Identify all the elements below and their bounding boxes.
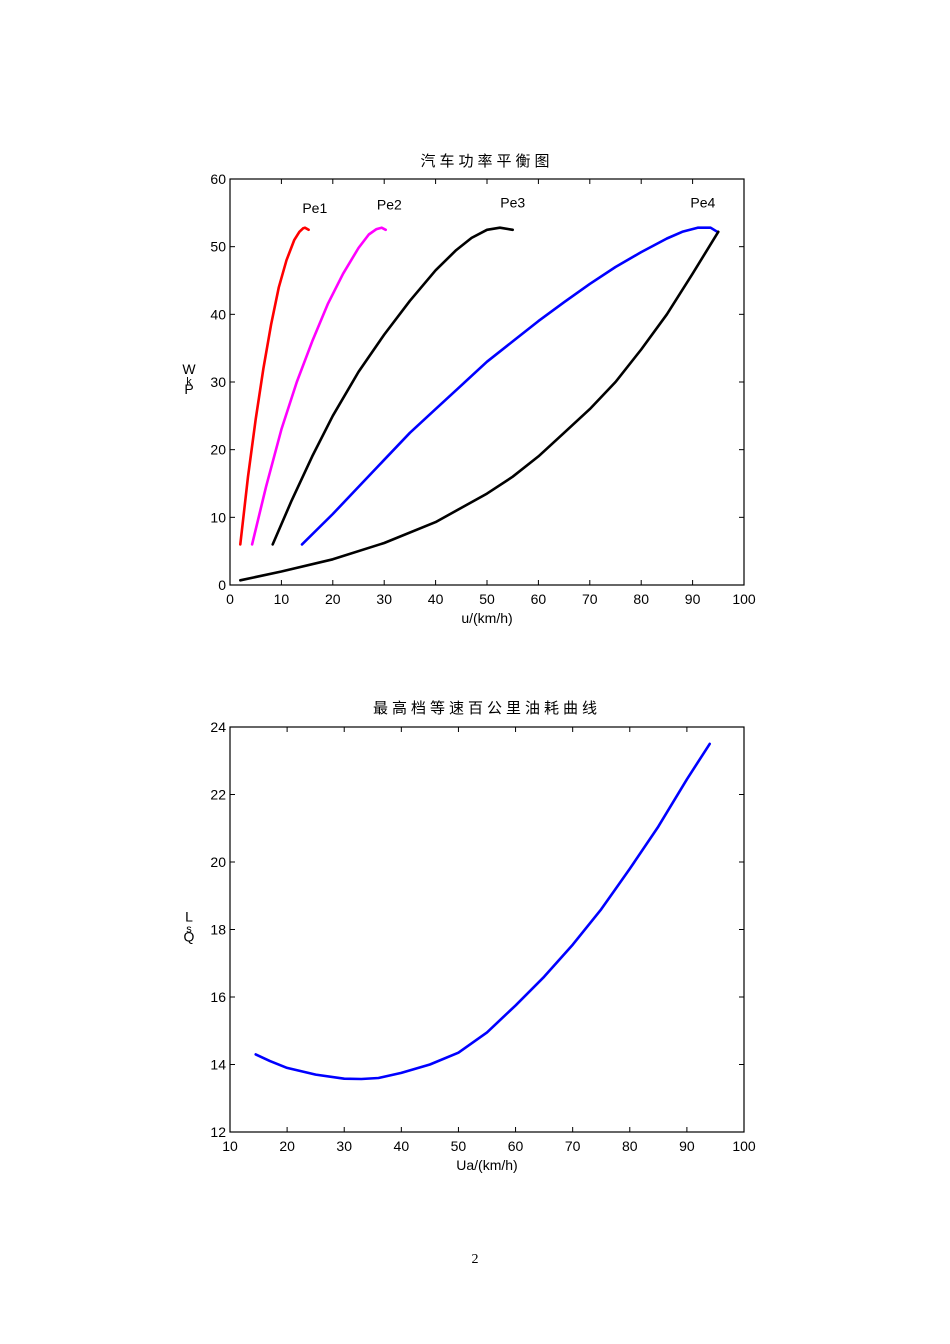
x-axis-label: Ua/(km/h) — [456, 1157, 517, 1173]
y-tick-label: 50 — [210, 239, 226, 255]
y-tick-label: 20 — [210, 854, 226, 870]
fuel-consumption-chart: 最高档等速百公里油耗曲线 10 20 30 40 50 60 70 80 90 100 12 14 16… — [184, 700, 756, 1173]
series-line — [250, 226, 388, 546]
x-tick-label: 100 — [732, 1138, 756, 1154]
svg-text:P: P — [184, 381, 193, 397]
x-tick-label: 50 — [479, 591, 495, 607]
x-tick-label: 40 — [394, 1138, 410, 1154]
svg-text:L: L — [185, 909, 193, 925]
y-axis-label: WkP — [182, 361, 196, 397]
series-line — [239, 230, 720, 582]
x-tick-label: 90 — [685, 591, 701, 607]
x-tick-label: 50 — [451, 1138, 467, 1154]
y-tick-label: 0 — [218, 577, 226, 593]
power-balance-chart: 汽车功率平衡图 0 10 20 30 40 50 60 70 80 90 100 0 10 20 30 40 5… — [0, 0, 950, 650]
y-tick-label: 18 — [210, 922, 226, 938]
curve-annotation: Pe1 — [302, 200, 327, 216]
x-tick-label: 70 — [565, 1138, 581, 1154]
power-balance-plot: 0 10 20 30 40 50 60 70 80 90 100 0 10 20 30 40 50 60 u/(km… — [182, 171, 756, 626]
y-tick-label: 10 — [210, 509, 226, 525]
x-tick-label: 0 — [226, 591, 234, 607]
y-axis-label: LsQ — [184, 909, 195, 945]
series-line — [239, 226, 310, 546]
x-tick-label: 90 — [679, 1138, 695, 1154]
x-tick-label: 100 — [732, 591, 756, 607]
x-tick-label: 70 — [582, 591, 598, 607]
plot-frame — [229, 726, 745, 1133]
chart-title: 汽车功率平衡图 — [420, 153, 554, 170]
x-tick-label: 80 — [633, 591, 649, 607]
x-tick-label: 60 — [531, 591, 547, 607]
y-tick-label: 60 — [210, 171, 226, 187]
series-line — [254, 742, 712, 1081]
y-tick-label: 22 — [210, 787, 226, 803]
y-tick-label: 20 — [210, 442, 226, 458]
x-tick-label: 80 — [622, 1138, 638, 1154]
fuel-consumption-plot: 10 20 30 40 50 60 70 80 90 100 12 14 16 18 20 22 24 Ua/(k… — [184, 719, 756, 1173]
svg-text:s: s — [186, 924, 192, 936]
y-tick-label: 24 — [210, 719, 226, 735]
svg-text:k: k — [186, 376, 192, 388]
curve-annotation: Pe3 — [500, 194, 525, 210]
curve-annotation: Pe2 — [377, 196, 402, 212]
svg-text:W: W — [182, 361, 196, 377]
x-tick-label: 30 — [376, 591, 392, 607]
y-tick-label: 12 — [210, 1124, 226, 1140]
y-tick-label: 14 — [210, 1057, 226, 1073]
x-tick-label: 30 — [336, 1138, 352, 1154]
svg-text:Q: Q — [184, 929, 195, 945]
x-tick-label: 60 — [508, 1138, 524, 1154]
series-line — [271, 226, 515, 546]
x-tick-label: 10 — [222, 1138, 238, 1154]
page-number: 2 — [471, 1252, 479, 1267]
x-tick-label: 20 — [279, 1138, 295, 1154]
y-tick-label: 16 — [210, 989, 226, 1005]
series-line — [300, 226, 719, 546]
x-axis-label: u/(km/h) — [461, 610, 512, 626]
y-tick-label: 30 — [210, 374, 226, 390]
curve-annotation: Pe4 — [690, 194, 715, 210]
x-tick-label: 10 — [274, 591, 290, 607]
chart-title: 最高档等速百公里油耗曲线 — [372, 700, 601, 717]
y-tick-label: 40 — [210, 306, 226, 322]
x-tick-label: 40 — [428, 591, 444, 607]
x-tick-label: 20 — [325, 591, 341, 607]
